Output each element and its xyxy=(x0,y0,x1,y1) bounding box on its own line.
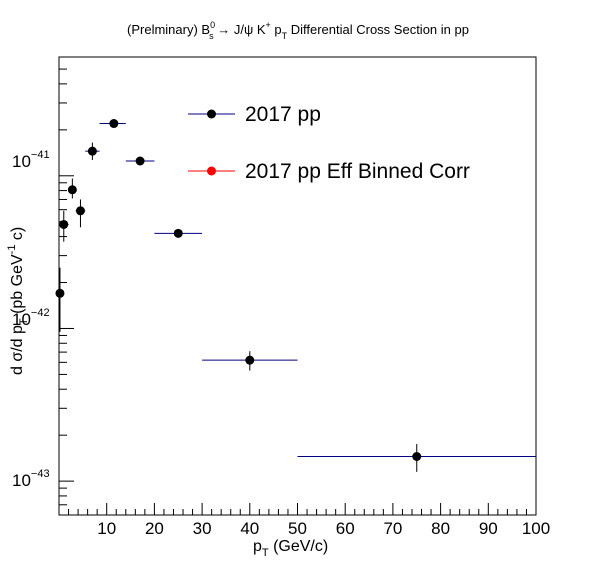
title-sub1: s xyxy=(209,31,214,41)
y-axis-label-a: d σ/d p xyxy=(9,325,26,375)
y-tick-1e-42-base: 10 xyxy=(12,310,31,329)
y-tick-1e-43-base: 10 xyxy=(12,471,31,490)
data-marker xyxy=(59,219,69,229)
y-tick-1e-42-exp: −42 xyxy=(31,307,50,319)
x-tick-label: 20 xyxy=(145,519,164,538)
data-marker xyxy=(109,119,119,129)
data-point xyxy=(85,142,100,160)
x-axis-label-sub: T xyxy=(262,547,269,559)
data-series-layer xyxy=(55,119,536,472)
data-marker xyxy=(87,146,97,156)
data-point xyxy=(67,178,77,199)
x-tick-label: 90 xyxy=(479,519,498,538)
data-marker xyxy=(412,451,422,461)
title-prefix: (Prelminary) B xyxy=(127,22,210,37)
y-tick-1e-41-base: 10 xyxy=(12,152,31,171)
x-tick-label: 100 xyxy=(522,519,550,538)
y-axis-label-b: (pb GeV xyxy=(9,254,26,318)
x-axis-label: pT (GeV/c) xyxy=(253,538,328,559)
legend-marker-eff-binned-corr xyxy=(207,166,216,176)
data-point xyxy=(75,199,86,228)
data-point xyxy=(99,119,126,129)
chart-title: (Prelminary) B0 s → J/ψ K+ pT Differentia… xyxy=(127,20,469,41)
y-axis-label: d σ/d pT (pb GeV-1 c) xyxy=(6,227,30,375)
y-axis-label-c: c) xyxy=(9,227,26,245)
data-point xyxy=(125,156,155,166)
x-tick-label: 40 xyxy=(240,519,259,538)
y-tick-label-1e-41: 10−41 xyxy=(12,149,50,171)
legend-label-2017-pp: 2017 pp xyxy=(245,103,321,126)
title-suffix: Differential Cross Section in pp xyxy=(287,22,469,37)
data-marker xyxy=(135,156,145,166)
y-tick-label-1e-42: 10−42 xyxy=(12,307,50,329)
x-axis-tick-labels: 10 20 30 40 50 60 70 80 90 100 xyxy=(97,519,550,538)
data-point xyxy=(59,210,69,242)
x-tick-label: 10 xyxy=(97,519,116,538)
data-marker xyxy=(173,228,183,238)
y-tick-1e-41-exp: −41 xyxy=(31,149,50,161)
data-point xyxy=(55,267,65,332)
legend-label-eff-binned-corr: 2017 pp Eff Binned Corr xyxy=(245,160,470,183)
y-axis-label-sup: -1 xyxy=(6,245,18,255)
x-tick-label: 60 xyxy=(336,519,355,538)
title-p: p xyxy=(271,22,282,37)
x-tick-label: 50 xyxy=(288,519,307,538)
data-marker xyxy=(245,355,255,365)
x-tick-label: 80 xyxy=(431,519,450,538)
data-marker xyxy=(55,288,65,298)
y-axis-ticks xyxy=(59,56,74,506)
x-axis-label-rest: (GeV/c) xyxy=(269,538,329,555)
y-tick-1e-43-exp: −43 xyxy=(31,468,50,480)
title-sub2: T xyxy=(282,31,288,41)
y-axis-tick-labels: 10−43 10−42 10−41 xyxy=(12,149,50,490)
x-axis-ticks xyxy=(58,503,537,515)
y-axis-label-sub: T xyxy=(18,318,30,325)
title-mid: → J/ψ K xyxy=(214,22,266,37)
data-marker xyxy=(75,206,85,216)
x-tick-label: 70 xyxy=(383,519,402,538)
x-axis-label-main: p xyxy=(253,538,262,555)
data-marker xyxy=(67,185,77,195)
title-sup2: + xyxy=(266,20,271,30)
legend: 2017 pp 2017 pp Eff Binned Corr xyxy=(188,103,470,183)
title-sup1: 0 xyxy=(210,20,215,30)
legend-marker-2017-pp xyxy=(207,109,216,119)
y-tick-label-1e-43: 10−43 xyxy=(12,468,50,490)
data-point xyxy=(154,228,203,238)
x-tick-label: 30 xyxy=(193,519,212,538)
data-point xyxy=(297,444,536,472)
data-point xyxy=(202,351,298,371)
